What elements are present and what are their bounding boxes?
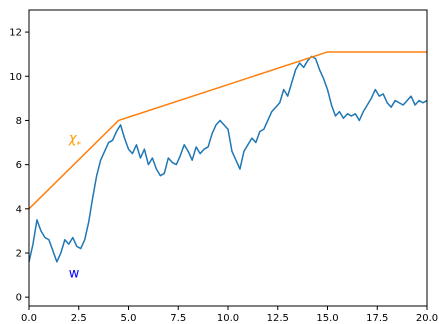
x-axis: 0.0 2.5 5.0 7.5 10.0 12.5 15.0 17.5 20.0 bbox=[21, 306, 438, 324]
y-axis: 0 2 4 6 8 10 12 bbox=[9, 28, 29, 304]
x-tick-label: 10.0 bbox=[217, 313, 239, 324]
series-annotation-0: w bbox=[69, 266, 80, 281]
series-line-1 bbox=[28, 51, 427, 210]
y-tick-label: 8 bbox=[16, 116, 22, 127]
x-tick-label: 20.0 bbox=[416, 313, 438, 324]
series-line-0 bbox=[28, 55, 428, 263]
y-tick-label: 0 bbox=[16, 293, 22, 304]
x-tick-label: 2.5 bbox=[71, 313, 87, 324]
x-tick-label: 15.0 bbox=[316, 313, 338, 324]
plot-background bbox=[29, 10, 427, 306]
y-tick-label: 2 bbox=[16, 248, 22, 259]
x-tick-label: 5.0 bbox=[121, 313, 137, 324]
x-tick-label: 17.5 bbox=[366, 313, 388, 324]
y-tick-label: 6 bbox=[16, 160, 22, 171]
series-layer bbox=[28, 51, 428, 263]
x-tick-label: 7.5 bbox=[170, 313, 186, 324]
x-tick-label: 0.0 bbox=[21, 313, 37, 324]
x-tick-label: 12.5 bbox=[267, 313, 289, 324]
y-tick-label: 10 bbox=[9, 72, 22, 83]
y-tick-label: 12 bbox=[9, 28, 22, 39]
y-tick-label: 4 bbox=[16, 204, 22, 215]
